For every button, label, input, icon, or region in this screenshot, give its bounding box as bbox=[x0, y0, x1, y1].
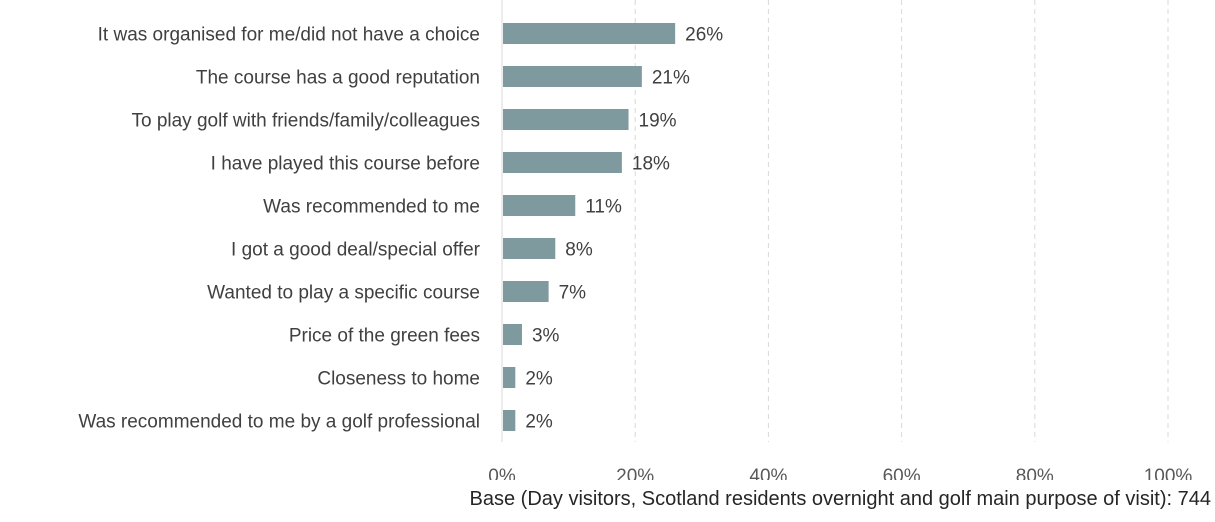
bars-group bbox=[503, 23, 676, 431]
bar bbox=[503, 109, 629, 130]
x-tick-label: 20% bbox=[616, 466, 654, 480]
bar bbox=[503, 324, 522, 345]
category-label: I have played this course before bbox=[211, 154, 480, 175]
x-tick-label: 40% bbox=[749, 466, 787, 480]
bar-chart: It was organised for me/did not have a c… bbox=[78, 0, 1192, 480]
data-label: 21% bbox=[652, 68, 690, 89]
gridlines bbox=[634, 0, 1169, 442]
x-tick-label: 100% bbox=[1144, 466, 1193, 480]
category-label: Was recommended to me bbox=[263, 197, 480, 218]
category-labels: It was organised for me/did not have a c… bbox=[78, 25, 480, 433]
data-label: 3% bbox=[532, 326, 560, 347]
category-label: Closeness to home bbox=[317, 369, 480, 390]
data-label: 19% bbox=[639, 111, 677, 132]
category-label: I got a good deal/special offer bbox=[231, 240, 481, 261]
category-label: The course has a good reputation bbox=[196, 68, 480, 89]
bar bbox=[503, 238, 556, 259]
bar bbox=[503, 410, 516, 431]
category-label: It was organised for me/did not have a c… bbox=[98, 25, 480, 46]
data-label: 11% bbox=[585, 197, 622, 218]
data-label: 2% bbox=[525, 369, 553, 390]
base-footnote: Base (Day visitors, Scotland residents o… bbox=[469, 488, 1211, 510]
category-label: To play golf with friends/family/colleag… bbox=[131, 111, 480, 132]
data-label: 26% bbox=[685, 25, 723, 46]
x-tick-label: 60% bbox=[883, 466, 921, 480]
data-labels: 26% 21% 19% 18% 11% 8% 7% 3% 2% 2% bbox=[525, 25, 723, 433]
category-label: Was recommended to me by a golf professi… bbox=[78, 412, 480, 433]
x-tick-label: 80% bbox=[1016, 466, 1054, 480]
data-label: 8% bbox=[565, 240, 593, 261]
category-label: Wanted to play a specific course bbox=[207, 283, 480, 304]
data-label: 7% bbox=[559, 283, 587, 304]
data-label: 18% bbox=[632, 154, 670, 175]
bar bbox=[503, 281, 549, 302]
x-tick-label: 0% bbox=[488, 466, 516, 480]
x-axis-tick-labels: 0% 20% 40% 60% 80% 100% bbox=[488, 466, 1192, 480]
bar bbox=[503, 23, 676, 44]
bar bbox=[503, 367, 516, 388]
bar bbox=[503, 152, 622, 173]
bar bbox=[503, 66, 642, 87]
bar bbox=[503, 195, 576, 216]
data-label: 2% bbox=[525, 412, 553, 433]
category-label: Price of the green fees bbox=[289, 326, 480, 347]
